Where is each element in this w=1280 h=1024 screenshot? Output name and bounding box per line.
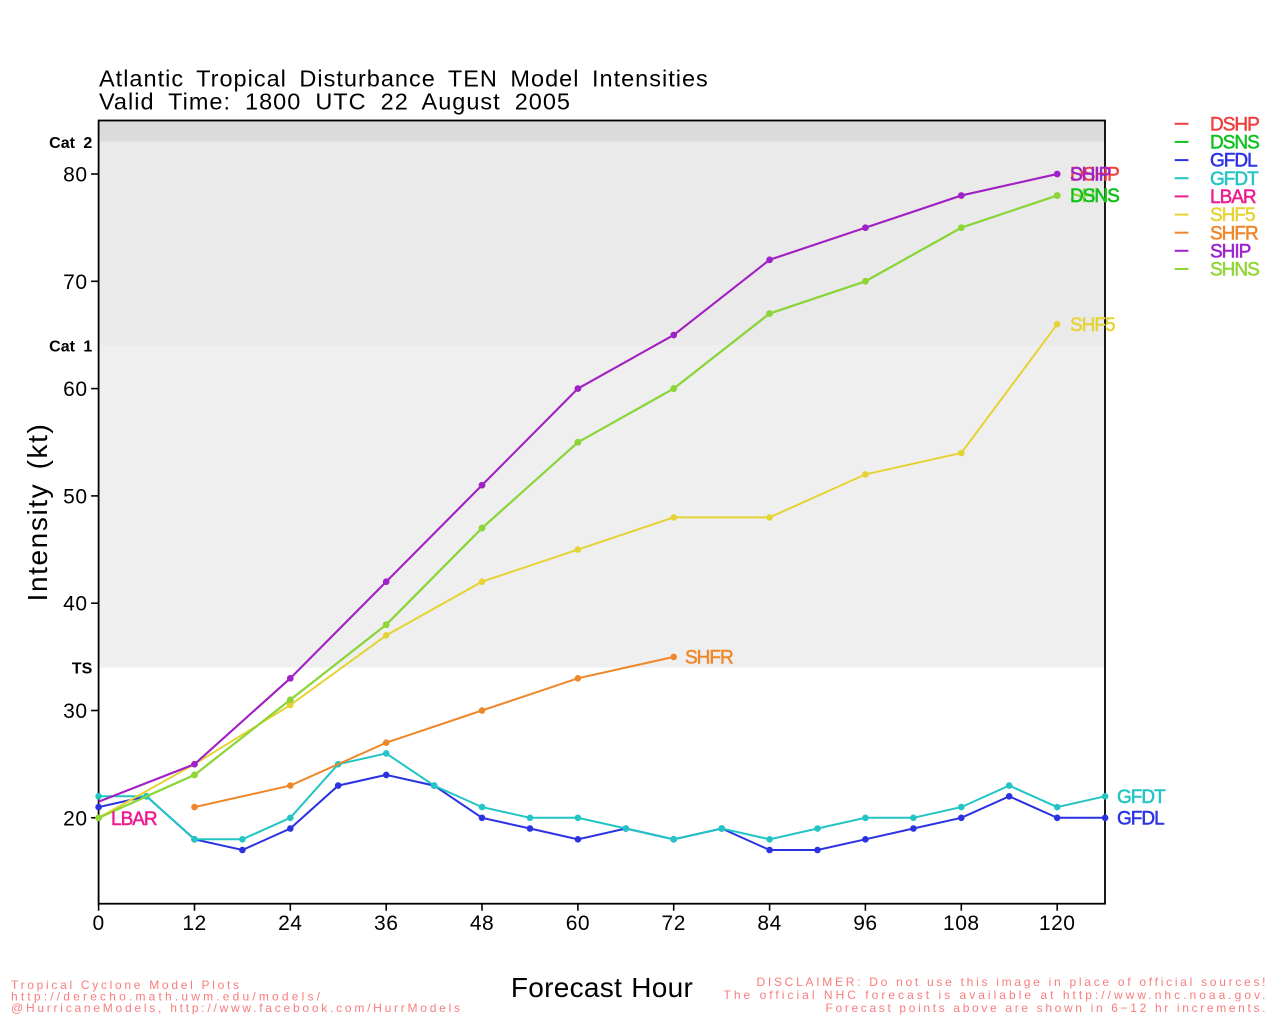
svg-text:30: 30 <box>63 700 87 723</box>
svg-text:LBAR: LBAR <box>1210 187 1256 208</box>
svg-text:SHIP: SHIP <box>1070 165 1111 186</box>
svg-text:120: 120 <box>1039 912 1076 935</box>
svg-text:DISCLAIMER: Do not use this im: DISCLAIMER: Do not use this image in pla… <box>757 975 1266 989</box>
svg-text:DSNS: DSNS <box>1210 133 1259 154</box>
svg-text:70: 70 <box>63 271 87 294</box>
svg-text:108: 108 <box>943 912 980 935</box>
svg-text:SHIP: SHIP <box>1210 241 1251 262</box>
svg-text:DSNS: DSNS <box>1070 186 1119 207</box>
svg-text:@HurricaneModels, http://www.f: @HurricaneModels, http://www.facebook.co… <box>11 1001 460 1015</box>
svg-text:12: 12 <box>182 912 206 935</box>
svg-text:GFDL: GFDL <box>1117 808 1164 829</box>
svg-text:SHNS: SHNS <box>1070 186 1119 207</box>
svg-text:Cat 2: Cat 2 <box>49 135 92 152</box>
svg-text:SHFR: SHFR <box>685 648 733 669</box>
svg-text:DSHP: DSHP <box>1210 114 1259 135</box>
svg-text:0: 0 <box>93 912 105 935</box>
svg-text:20: 20 <box>63 807 87 830</box>
svg-text:SHF5: SHF5 <box>1210 205 1255 226</box>
svg-text:50: 50 <box>63 485 87 508</box>
svg-text:84: 84 <box>757 912 781 935</box>
svg-text:SHFR: SHFR <box>1210 223 1258 244</box>
svg-text:GFDT: GFDT <box>1117 787 1166 808</box>
svg-text:TS: TS <box>72 661 93 678</box>
svg-text:The official NHC forecast is a: The official NHC forecast is available a… <box>724 988 1266 1002</box>
svg-text:72: 72 <box>662 912 686 935</box>
svg-text:GFDT: GFDT <box>1210 169 1259 190</box>
svg-text:60: 60 <box>566 912 590 935</box>
svg-text:96: 96 <box>853 912 877 935</box>
svg-text:60: 60 <box>63 378 87 401</box>
svg-text:Valid Time: 1800 UTC 22 August: Valid Time: 1800 UTC 22 August 2005 <box>99 89 571 115</box>
svg-text:SHNS: SHNS <box>1210 260 1259 281</box>
svg-text:Cat 1: Cat 1 <box>49 339 92 356</box>
svg-text:80: 80 <box>63 164 87 187</box>
svg-text:24: 24 <box>278 912 302 935</box>
svg-text:40: 40 <box>63 593 87 616</box>
svg-text:Intensity (kt): Intensity (kt) <box>22 423 53 602</box>
svg-text:DSHP: DSHP <box>1070 165 1119 186</box>
svg-text:Forecast Hour: Forecast Hour <box>511 972 693 1003</box>
svg-text:Forecast points above are show: Forecast points above are shown in 6−12 … <box>826 1001 1266 1015</box>
svg-text:Atlantic Tropical Disturbance: Atlantic Tropical Disturbance TEN Model … <box>99 66 709 92</box>
svg-text:LBAR: LBAR <box>111 809 157 830</box>
svg-text:48: 48 <box>470 912 494 935</box>
svg-text:36: 36 <box>374 912 398 935</box>
svg-text:GFDL: GFDL <box>1210 151 1257 172</box>
svg-text:SHF5: SHF5 <box>1070 315 1115 336</box>
